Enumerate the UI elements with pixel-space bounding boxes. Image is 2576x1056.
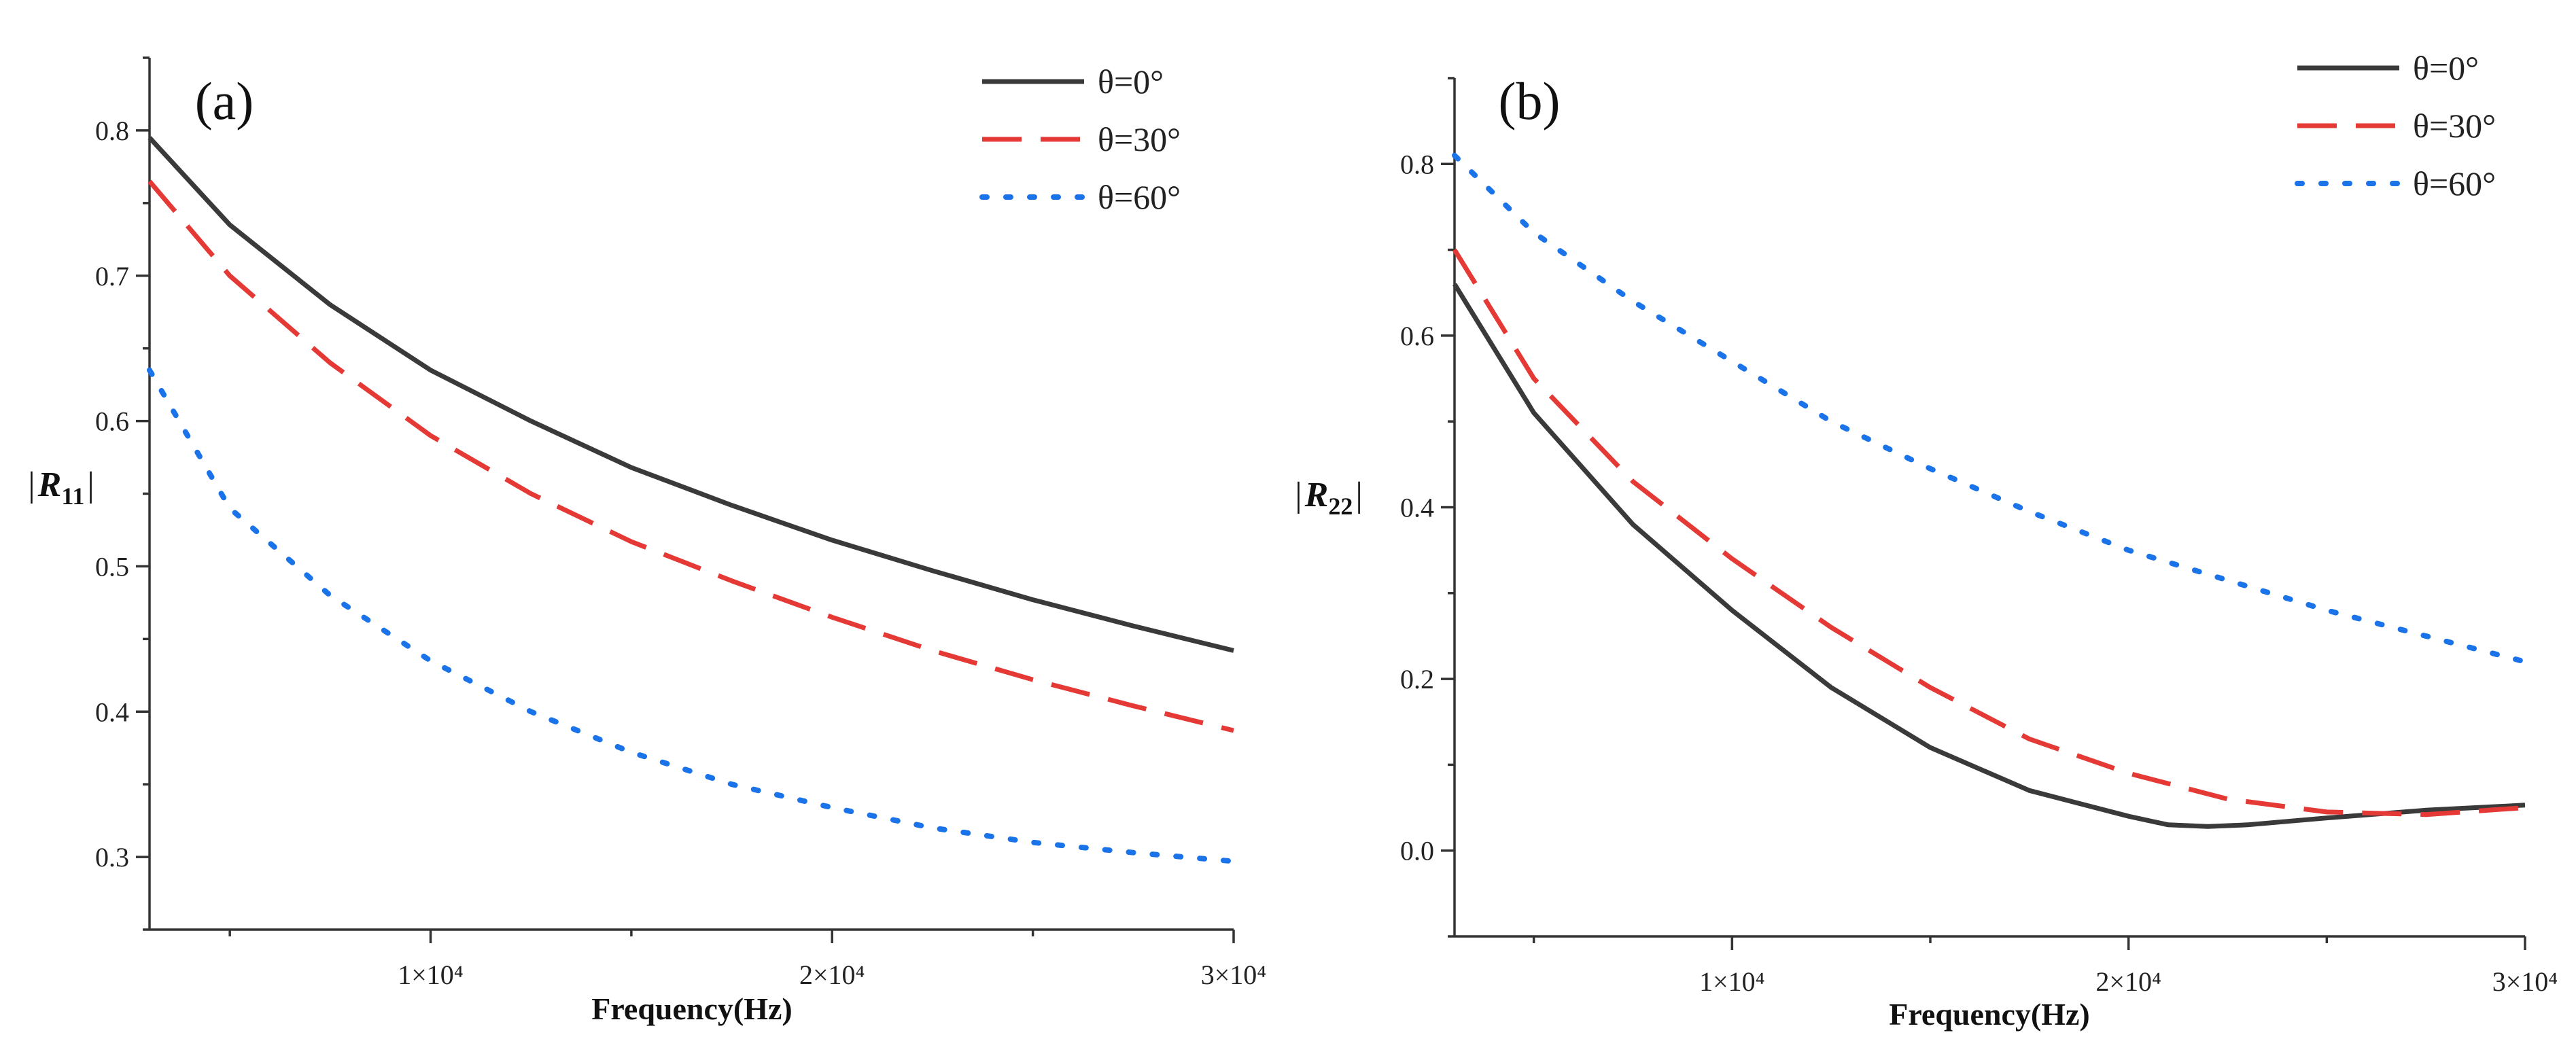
y-tick-label: 0.5 — [95, 551, 129, 582]
series-line-theta-60 — [1452, 152, 2528, 665]
x-tick-label: 3×10⁴ — [2492, 966, 2558, 997]
series-line-theta-0 — [1452, 283, 2526, 829]
chart-panel-a: 0.3 0.4 0.5 0.6 0.7 0.8 1×10⁴ 2×10⁴ 3×10⁴ Frequen… — [28, 56, 1267, 1026]
y-tick-label: 0.6 — [1400, 321, 1434, 351]
x-tick-label: 1×10⁴ — [398, 960, 464, 990]
y-tick-label: 0.8 — [95, 116, 129, 146]
y-axis-label: |R11| — [28, 465, 94, 510]
legend-label: θ=60° — [2413, 164, 2496, 203]
y-label-bar-left: | — [1295, 476, 1302, 514]
y-tick-label: 0.4 — [95, 697, 129, 727]
panel-label: (a) — [195, 71, 254, 130]
legend-label: θ=60° — [1098, 178, 1181, 216]
y-tick-label: 0.3 — [95, 842, 129, 873]
series-line-theta-0 — [147, 136, 1234, 653]
y-label-bar-right: | — [1355, 476, 1362, 514]
x-tick-label: 2×10⁴ — [2095, 966, 2161, 997]
series-line-theta-60 — [147, 367, 1236, 864]
y-tick-label: 0.2 — [1400, 664, 1434, 694]
x-axis-label: Frequency(Hz) — [1889, 997, 2090, 1032]
y-tick-label: 0.6 — [95, 406, 129, 437]
chart-panel-b: 0.0 0.2 0.4 0.6 0.8 1×10⁴ 2×10⁴ 3×10⁴ Frequency(… — [1295, 49, 2558, 1032]
legend: θ=0° θ=30° θ=60° — [2295, 49, 2496, 203]
series-line-theta-30 — [1452, 248, 2526, 817]
series-line-theta-30 — [147, 179, 1234, 733]
legend-label: θ=0° — [2413, 49, 2479, 87]
x-tick-label: 2×10⁴ — [799, 960, 865, 990]
x-axis-label: Frequency(Hz) — [591, 991, 793, 1026]
y-label-bar-left: | — [28, 465, 35, 504]
y-tick-label: 0.4 — [1400, 493, 1434, 523]
y-label-subscript: 11 — [61, 482, 84, 510]
legend: θ=0° θ=30° θ=60° — [979, 63, 1181, 216]
y-tick-label: 0.0 — [1400, 836, 1434, 866]
y-label-subscript: 22 — [1328, 493, 1353, 520]
y-tick-label: 0.8 — [1400, 149, 1434, 179]
y-label-main: R — [1304, 476, 1329, 514]
x-tick-label: 3×10⁴ — [1201, 960, 1267, 990]
legend-label: θ=0° — [1098, 63, 1164, 101]
x-tick-label: 1×10⁴ — [1699, 966, 1765, 997]
y-label-bar-right: | — [87, 465, 94, 504]
y-axis-label: |R22| — [1295, 476, 1363, 520]
y-label-main: R — [37, 465, 62, 504]
legend-label: θ=30° — [2413, 107, 2496, 145]
y-tick-label: 0.7 — [95, 261, 129, 292]
legend-label: θ=30° — [1098, 120, 1181, 158]
panel-label: (b) — [1499, 71, 1561, 130]
